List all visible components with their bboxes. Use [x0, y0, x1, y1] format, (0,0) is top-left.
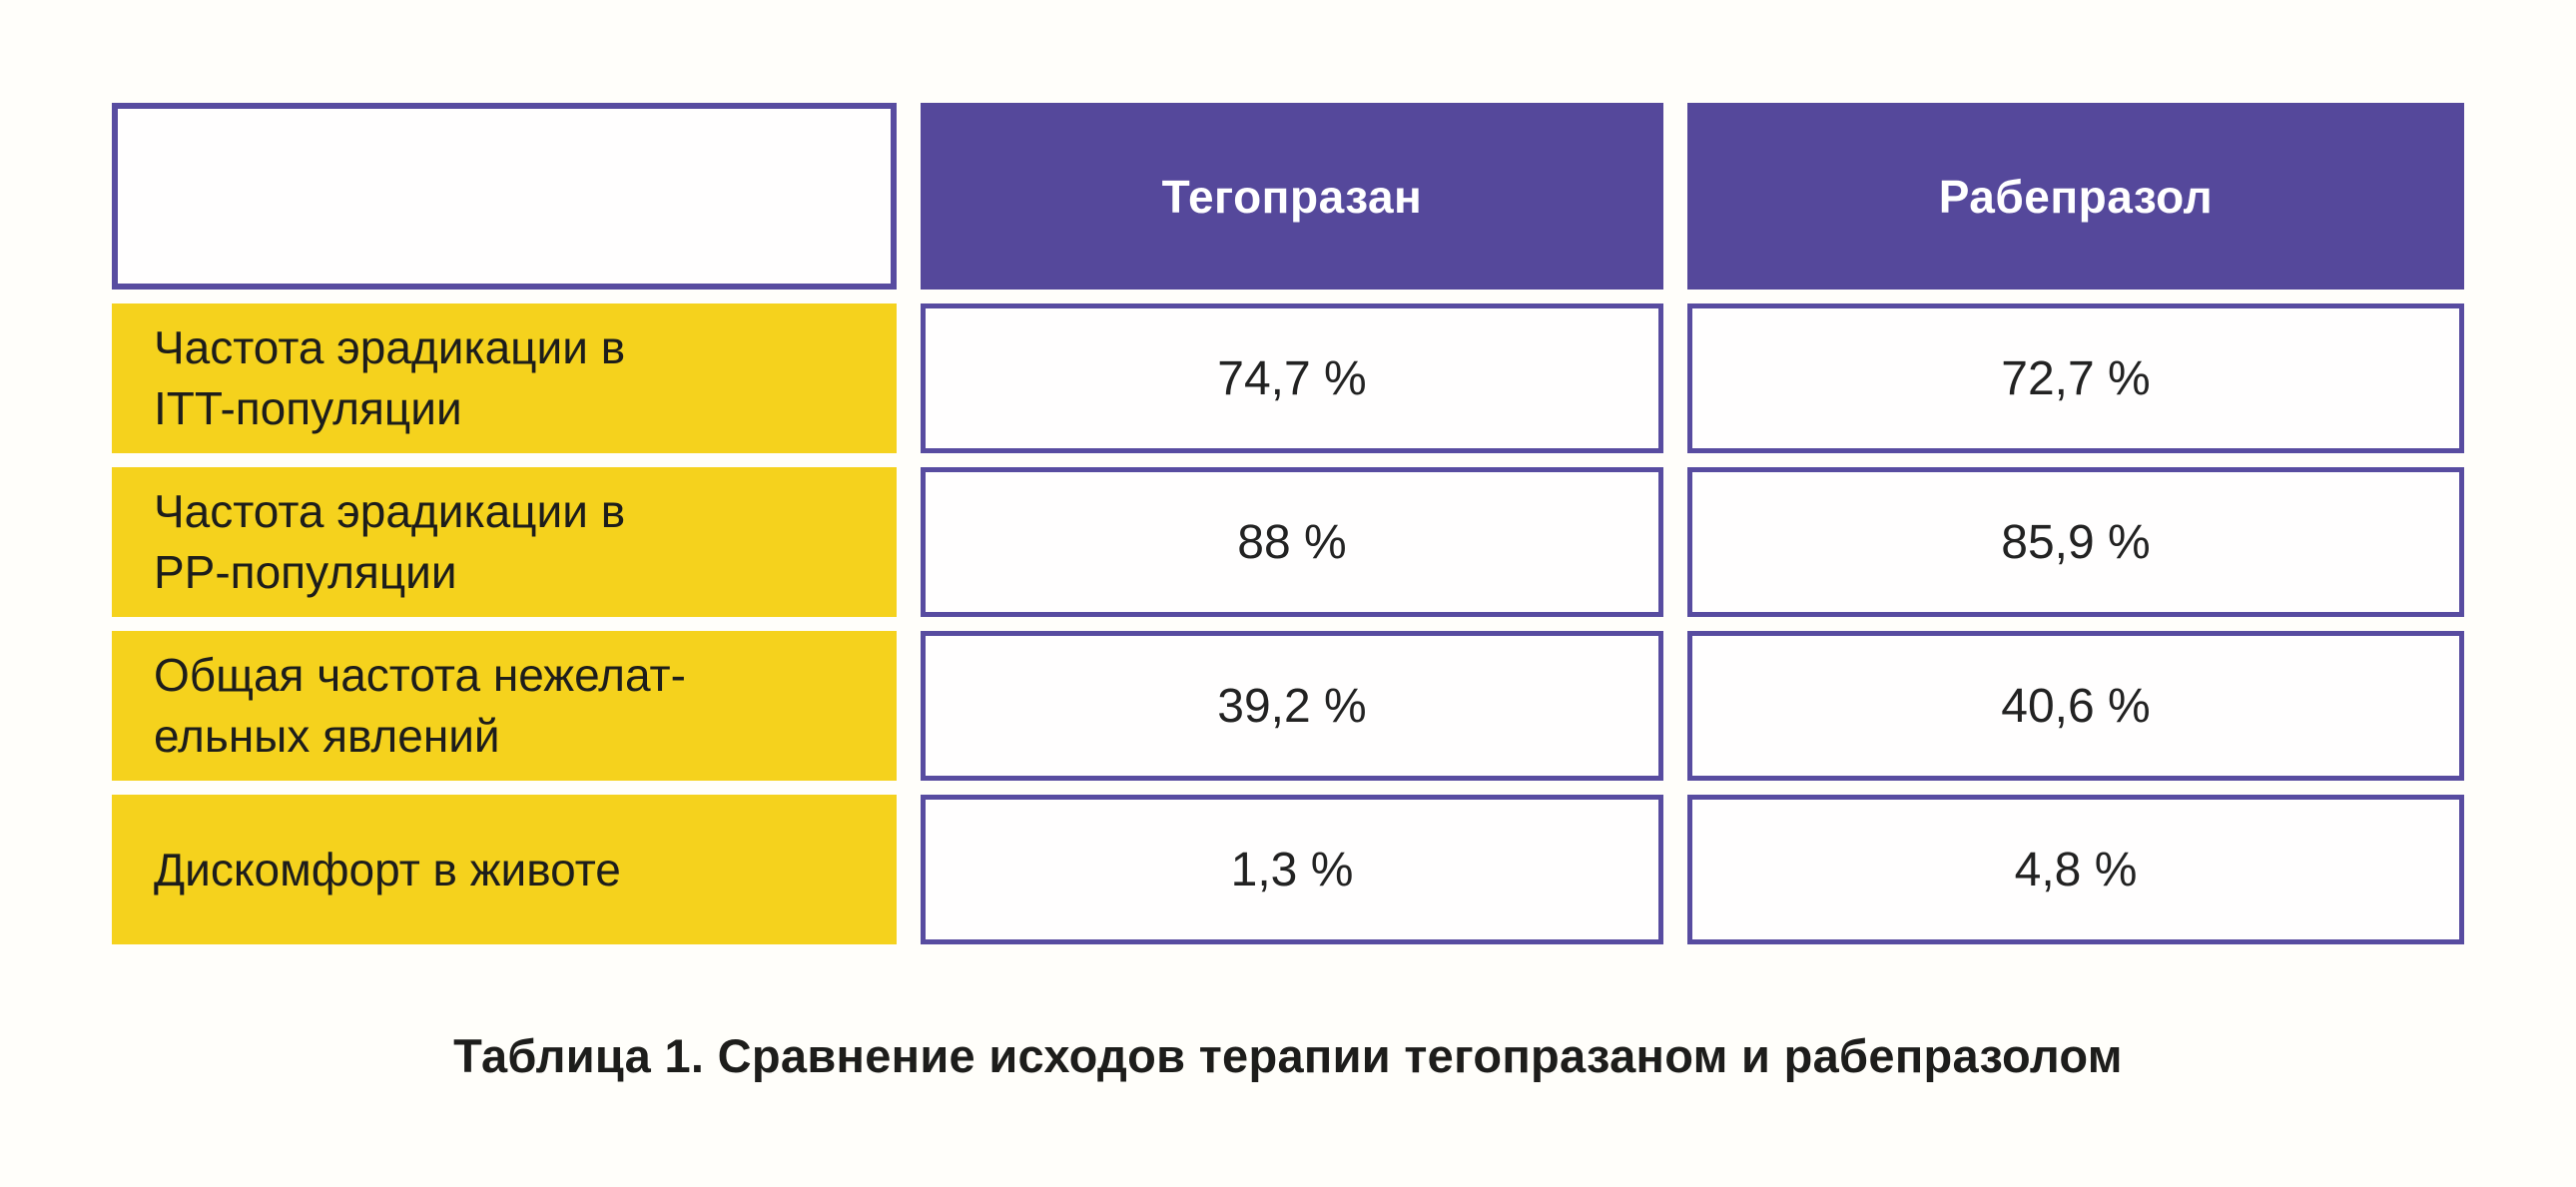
value-itt-rabeprazol: 72,7 % — [1687, 303, 2464, 453]
value-discomfort-tegoprazan-text: 1,3 % — [1230, 843, 1354, 896]
value-pp-tegoprazan-text: 88 % — [1237, 515, 1347, 569]
column-header-rabeprazol: Рабепразол — [1687, 103, 2464, 290]
value-itt-tegoprazan-text: 74,7 % — [1217, 351, 1367, 405]
value-itt-rabeprazol-text: 72,7 % — [2001, 351, 2151, 405]
value-discomfort-rabeprazol-text: 4,8 % — [2014, 843, 2138, 896]
value-discomfort-tegoprazan: 1,3 % — [921, 795, 1663, 944]
value-discomfort-rabeprazol: 4,8 % — [1687, 795, 2464, 944]
corner-empty-cell — [112, 103, 897, 290]
row-label-abdominal-discomfort: Дискомфорт в животе — [112, 795, 897, 944]
value-adverse-rabeprazol: 40,6 % — [1687, 631, 2464, 781]
value-pp-rabeprazol: 85,9 % — [1687, 467, 2464, 617]
value-adverse-tegoprazan: 39,2 % — [921, 631, 1663, 781]
value-adverse-rabeprazol-text: 40,6 % — [2001, 679, 2151, 733]
column-header-tegoprazan: Тегопразан — [921, 103, 1663, 290]
column-header-rabeprazol-label: Рабепразол — [1938, 170, 2214, 223]
value-pp-tegoprazan: 88 % — [921, 467, 1663, 617]
comparison-table: Тегопразан Рабепразол Частота эрадикации… — [112, 103, 2464, 944]
table-caption: Таблица 1. Сравнение исходов терапии тег… — [453, 1029, 2123, 1082]
row-label-eradication-itt: Частота эрадикации в ITT-популяции — [112, 303, 897, 453]
value-pp-rabeprazol-text: 85,9 % — [2001, 515, 2151, 569]
value-adverse-tegoprazan-text: 39,2 % — [1217, 679, 1367, 733]
row-label-eradication-pp: Частота эрадикации в PP-популяции — [112, 467, 897, 617]
value-itt-tegoprazan: 74,7 % — [921, 303, 1663, 453]
row-label-adverse-events: Общая частота нежелат- ельных явлений — [112, 631, 897, 781]
column-header-tegoprazan-label: Тегопразан — [1161, 170, 1423, 223]
